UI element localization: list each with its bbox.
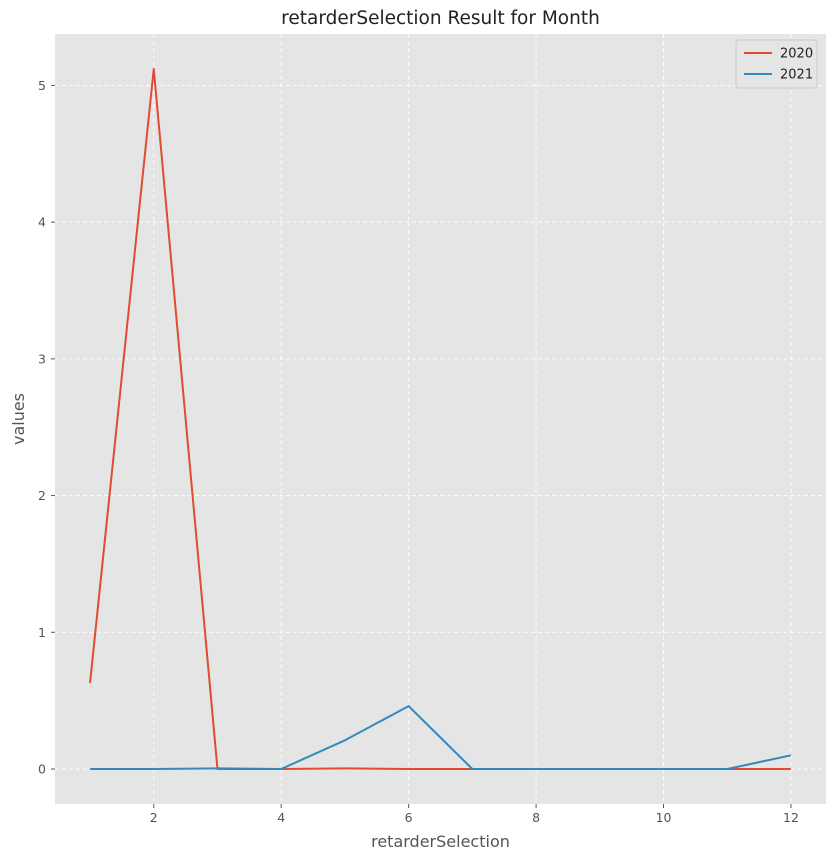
y-tick-label: 1 (38, 625, 46, 640)
y-tick-label: 3 (38, 351, 46, 366)
x-tick-label: 6 (405, 810, 413, 825)
x-axis-ticks: 2 4 6 8 10 12 (150, 804, 799, 825)
plot-background (55, 34, 826, 804)
x-tick-label: 10 (656, 810, 672, 825)
x-tick-label: 4 (277, 810, 285, 825)
y-tick-label: 0 (38, 762, 46, 777)
chart-title: retarderSelection Result for Month (281, 8, 600, 29)
legend: 2020 2021 (735, 39, 818, 89)
x-tick-label: 12 (783, 810, 799, 825)
y-tick-label: 4 (38, 215, 46, 230)
legend-label: 2021 (780, 68, 813, 83)
series-line-2021 (90, 705, 792, 770)
x-tick-label: 2 (150, 810, 158, 825)
x-tick-label: 8 (532, 810, 540, 825)
legend-label: 2020 (780, 47, 813, 62)
y-axis-label: values (9, 393, 28, 445)
y-axis-ticks: 0 1 2 3 4 5 (38, 78, 55, 777)
y-tick-label: 2 (38, 488, 46, 503)
series-lines (89, 68, 792, 770)
x-axis-label: retarderSelection (371, 832, 510, 851)
y-tick-label: 5 (38, 78, 46, 93)
